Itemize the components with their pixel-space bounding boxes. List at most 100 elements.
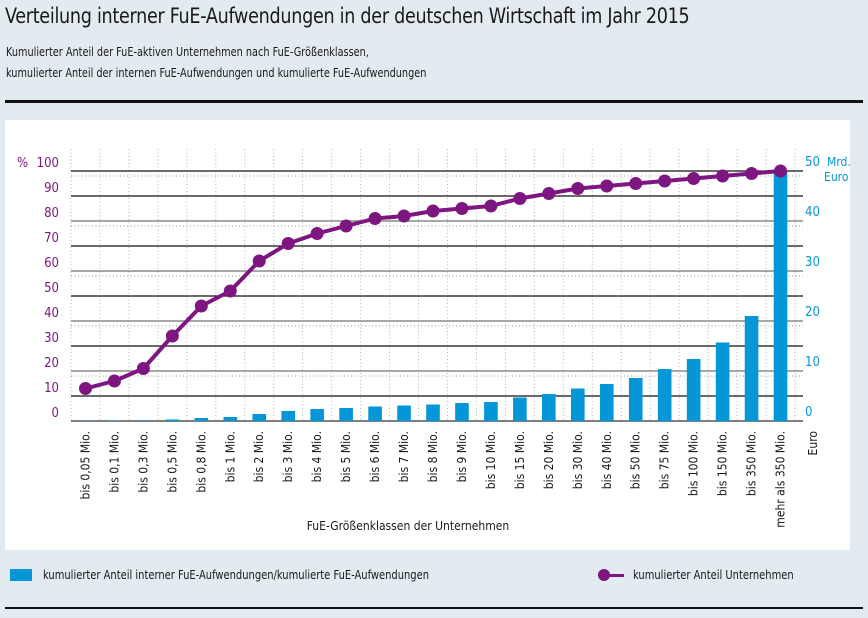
x-tick-label: bis 20 Mio. (542, 431, 556, 489)
legend: kumulierter Anteil interner FuE-Aufwendu… (10, 568, 858, 588)
right-axis-tick-label: 40 (805, 205, 820, 220)
x-axis: bis 0,05 Mio. bis 0,1 Mio. bis 0,3 Mio. bis… (78, 431, 820, 533)
line-point (165, 329, 179, 343)
x-tick-label: bis 0,8 Mio. (194, 431, 208, 493)
x-tick-label: bis 150 Mio. (716, 431, 730, 496)
x-tick-label: bis 100 Mio. (687, 431, 701, 496)
bar (570, 388, 585, 421)
bar-series (78, 171, 788, 421)
left-axis-tick-label: 80 (44, 206, 59, 221)
x-tick-label: bis 30 Mio. (571, 431, 585, 489)
line-point (426, 204, 440, 218)
x-tick-label: bis 1 Mio. (223, 431, 237, 482)
bar (368, 406, 382, 421)
right-axis-tick-label: 20 (805, 305, 820, 320)
x-tick-label: bis 0,5 Mio. (165, 431, 179, 493)
bar (223, 417, 238, 421)
line-point (223, 284, 237, 298)
left-axis-tick-label: 30 (44, 331, 59, 346)
bar (715, 342, 730, 421)
line-point (368, 212, 382, 225)
left-axis-tick-label: 70 (44, 231, 59, 246)
x-tick-label: bis 6 Mio. (368, 431, 382, 482)
legend-line-label: kumulierter Anteil Unternehmen (633, 568, 794, 582)
line-point (78, 382, 92, 395)
right-axis-tick-label: 10 (805, 355, 820, 370)
left-axis-tick-label: 60 (44, 256, 59, 271)
bar (542, 394, 556, 421)
left-axis-tick-label: 20 (44, 356, 59, 371)
left-axis-tick-label: 100 (37, 156, 59, 171)
bar (484, 402, 498, 421)
line-point (600, 179, 614, 193)
left-axis: 0 10 20 30 40 50 60 70 80 90 100% (17, 156, 59, 421)
line-point (542, 187, 556, 200)
bar (107, 420, 122, 421)
x-tick-label: bis 75 Mio. (658, 431, 672, 489)
legend-bar-swatch-icon (10, 569, 32, 581)
legend-bar-label: kumulierter Anteil interner FuE-Aufwendu… (43, 568, 430, 582)
x-tick-label: bis 7 Mio. (397, 431, 411, 482)
bar (165, 419, 180, 421)
line-point (252, 254, 266, 268)
line-point (455, 202, 469, 215)
x-tick-label: bis 0,3 Mio. (136, 431, 150, 493)
chart-subtitle-line-2: kumulierter Anteil der internen FuE-Aufw… (6, 66, 427, 80)
x-tick-label: bis 350 Mio. (745, 431, 759, 496)
line-point (629, 177, 643, 190)
bar (397, 405, 411, 421)
header-divider (5, 100, 863, 103)
x-tick-label: bis 0,1 Mio. (107, 431, 121, 493)
bar (426, 404, 440, 421)
bar (513, 397, 527, 421)
bar (599, 384, 614, 421)
left-axis-tick-label: 90 (44, 181, 59, 196)
bar (744, 316, 759, 421)
line-point (281, 237, 295, 250)
left-axis-tick-label: 40 (44, 306, 59, 321)
bar (339, 408, 353, 421)
chart-title: Verteilung interner FuE-Aufwendungen in … (5, 4, 690, 28)
line-point (484, 199, 498, 213)
gridlines (70, 149, 803, 422)
x-tick-label: bis 8 Mio. (426, 431, 440, 482)
x-tick-label: bis 0,05 Mio. (78, 431, 92, 500)
line-point (513, 192, 527, 205)
x-axis-unit-label: Euro (806, 431, 820, 456)
line-point (194, 299, 208, 313)
right-axis-tick-label: 0 (805, 405, 812, 420)
x-tick-label: bis 4 Mio. (310, 431, 324, 482)
line-point (658, 174, 672, 188)
line-path (84, 169, 781, 391)
legend-item-line: kumulierter Anteil Unternehmen (598, 568, 808, 582)
legend-line-marker-icon (598, 569, 624, 581)
x-tick-label: bis 40 Mio. (600, 431, 614, 489)
x-tick-label: bis 5 Mio. (339, 431, 353, 482)
bar (628, 378, 643, 421)
legend-item-bars: kumulierter Anteil interner FuE-Aufwendu… (10, 568, 463, 582)
line-point (136, 362, 150, 375)
line-point (774, 164, 788, 178)
bar (281, 411, 296, 421)
left-axis-tick-label: 50 (44, 281, 59, 296)
right-axis: 0 10 20 30 40 50 Mrd.Euro (805, 155, 850, 420)
chart-subtitle-line-1: Kumulierter Anteil der FuE-aktiven Unter… (6, 45, 369, 59)
x-tick-label: bis 15 Mio. (513, 431, 527, 489)
line-point (716, 169, 730, 183)
x-axis-title: FuE-Größenklassen der Unternehmen (307, 519, 510, 533)
right-axis-unit-label: Euro (824, 170, 849, 184)
bar (773, 171, 788, 421)
bar (657, 369, 672, 421)
left-axis-tick-label: 0 (52, 406, 59, 421)
chart-panel: 0 10 20 30 40 50 60 70 80 90 100% 0 10 20 30 40 50 Mrd. E… (5, 120, 850, 550)
bar (136, 420, 151, 421)
bar (686, 359, 701, 421)
x-tick-label: bis 50 Mio. (629, 431, 643, 489)
left-axis-tick-label: 10 (44, 381, 59, 396)
x-tick-label: bis 10 Mio. (484, 431, 498, 489)
x-tick-label: bis 9 Mio. (455, 431, 469, 482)
line-point (339, 219, 353, 233)
line-point (397, 209, 411, 223)
right-axis-tick-label: 50 (805, 155, 820, 170)
